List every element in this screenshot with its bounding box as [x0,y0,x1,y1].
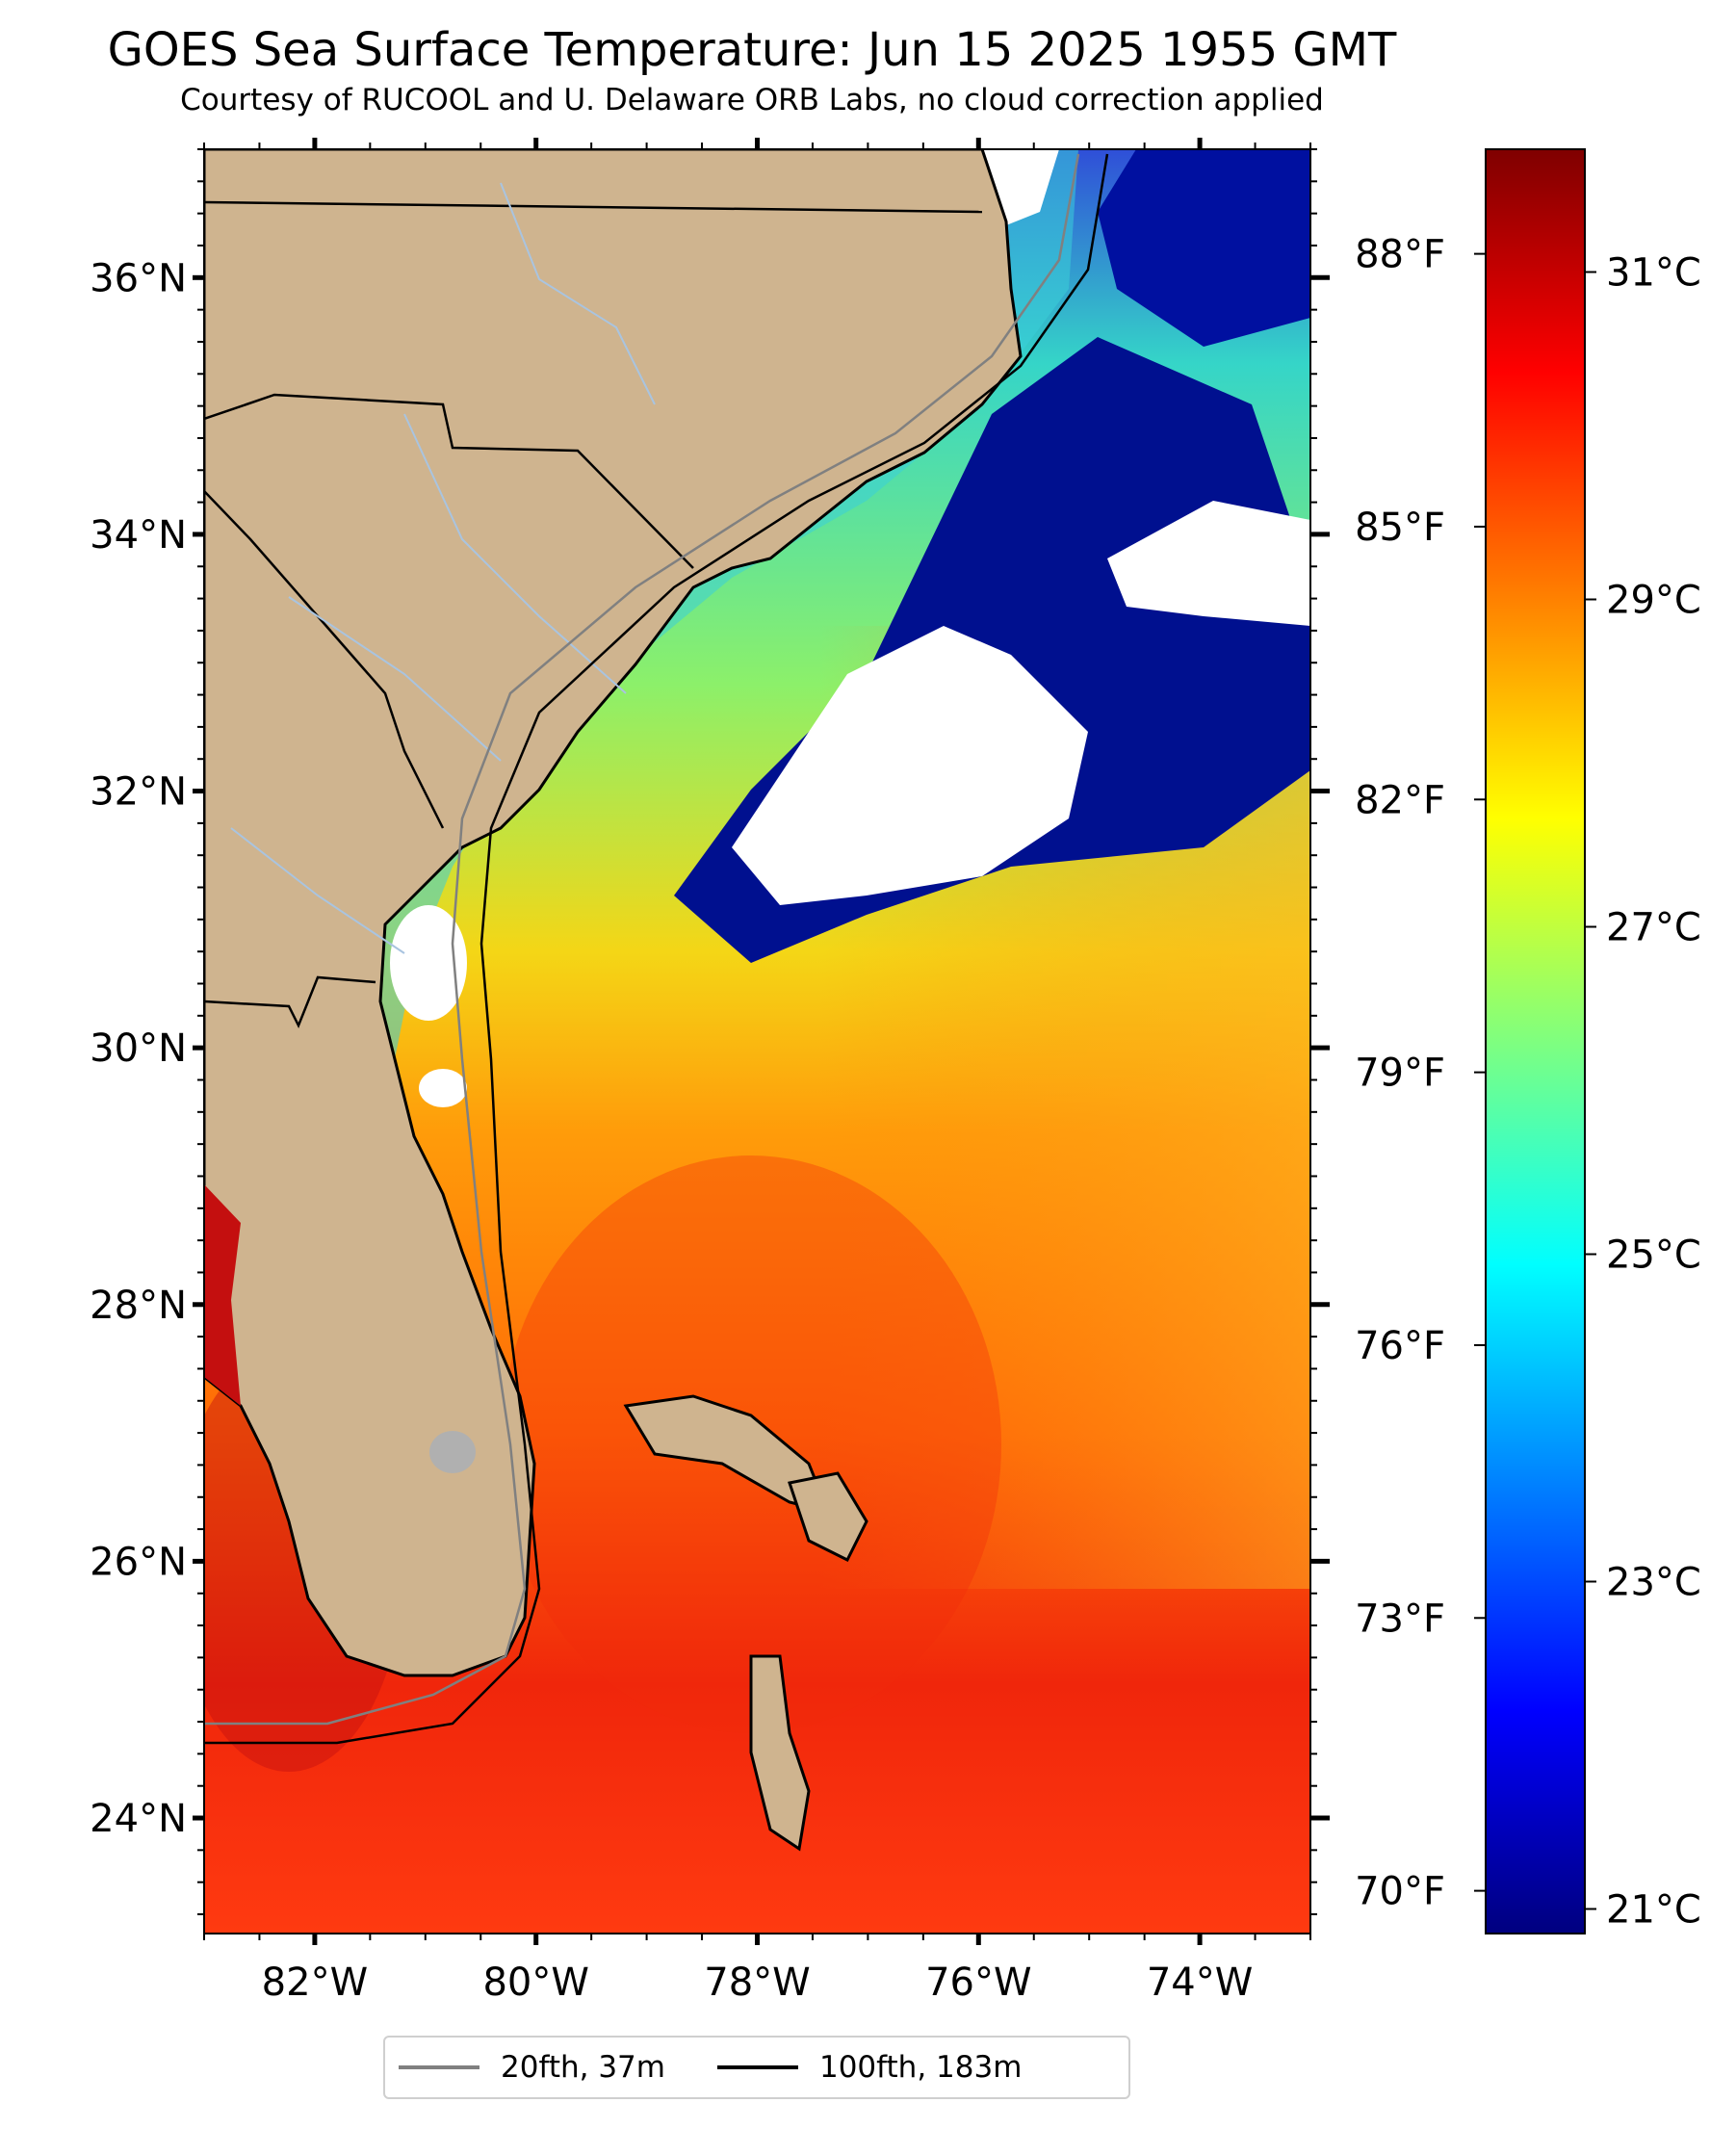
cloud-mask [1107,501,1310,626]
colorbar [1485,148,1586,1934]
celsius-tick-label: 23°C [1606,1561,1701,1605]
rivers [230,182,656,954]
map-area [204,149,1310,1934]
cloud-mask [419,1069,467,1107]
isobath-20fth [204,153,1080,1726]
lat-tick-label: 36°N [90,256,187,300]
lon-tick-label: 76°W [925,1960,1031,2005]
legend-swatch [399,2065,479,2069]
bahamas-andros [749,1654,811,1852]
lat-tick-label: 34°N [90,513,187,558]
fahrenheit-tick-label: 88°F [1355,233,1445,277]
fahrenheit-tick-label: 76°F [1355,1324,1445,1368]
lat-tick-label: 24°N [90,1797,187,1841]
lon-tick-label: 82°W [262,1960,368,2005]
colorbar-ticks: 21°C 23°C 25°C 27°C 29°C 31°C 70°F 73°F 76°F 79°F… [1355,233,1701,1933]
lat-tick-label: 30°N [90,1026,187,1071]
lake-okeechobee [429,1431,476,1473]
chart-title: GOES Sea Surface Temperature: Jun 15 202… [107,23,1397,77]
map-axes: 82°W 80°W 78°W 76°W 74°W 24°N 26°N 28°N 30°N 32°N… [90,138,1330,2005]
chart-subtitle: Courtesy of RUCOOL and U. Delaware ORB L… [180,83,1324,117]
fahrenheit-tick-label: 73°F [1355,1597,1445,1641]
fahrenheit-tick-label: 85°F [1355,506,1445,550]
cloud-mask [390,905,467,1021]
lon-tick-label: 78°W [704,1960,810,2005]
celsius-tick-label: 25°C [1606,1233,1701,1278]
lon-tick-label: 80°W [482,1960,588,2005]
celsius-tick-label: 27°C [1606,906,1701,950]
cold-water-northeast [1098,149,1310,347]
legend-label: 100fth, 183m [818,2050,1023,2085]
fahrenheit-tick-label: 79°F [1355,1052,1445,1096]
lon-tick-label: 74°W [1147,1960,1253,2005]
celsius-tick-label: 29°C [1606,579,1701,623]
fahrenheit-tick-label: 82°F [1355,778,1445,822]
cloud-mask [732,626,1088,905]
us-southeast-land [204,149,1023,1677]
lat-tick-label: 26°N [90,1540,187,1584]
legend-swatch [716,2065,798,2069]
lat-tick-label: 32°N [90,770,187,815]
state-borders [204,200,983,1029]
legend-item-20fth: 20fth, 37m [399,2050,665,2085]
legend-label: 20fth, 37m [501,2050,665,2085]
gulf-coast-water [204,1184,241,1406]
isobath-100fth [204,153,1109,1745]
celsius-tick-label: 21°C [1606,1888,1701,1933]
celsius-tick-label: 31°C [1606,251,1701,296]
lat-tick-label: 28°N [90,1284,187,1328]
legend: 20fth, 37m 100fth, 183m [383,2036,1130,2099]
fahrenheit-tick-label: 70°F [1355,1870,1445,1914]
legend-item-100fth: 100fth, 183m [716,2050,1023,2085]
bahamas-abaco [788,1471,868,1563]
